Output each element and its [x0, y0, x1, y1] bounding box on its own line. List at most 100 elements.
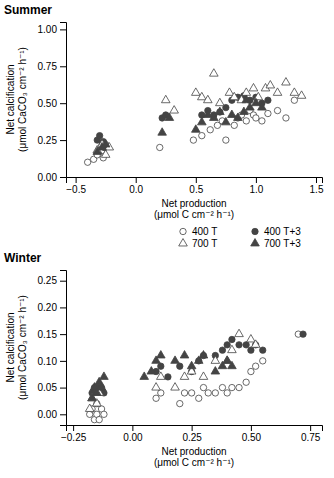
point	[229, 384, 235, 390]
y-axis-title-group: Net calcification(μmol CaCO₃ cm⁻² h⁻¹)	[5, 295, 28, 400]
point	[157, 351, 166, 358]
x-axis-tick: 0.00	[123, 425, 143, 443]
point	[224, 342, 230, 348]
y-axis-tick-label: 0.05	[38, 382, 58, 393]
point	[223, 137, 229, 143]
point	[158, 363, 164, 369]
point	[242, 95, 251, 102]
point	[223, 356, 232, 363]
point	[248, 368, 254, 374]
x-axis-tick-mark	[196, 177, 197, 183]
point	[274, 107, 280, 113]
y-axis-tick-mark	[60, 29, 66, 30]
point	[243, 342, 249, 348]
series	[84, 97, 297, 165]
legend-item: 700 T	[179, 238, 218, 249]
point	[236, 384, 242, 390]
x-axis-tick: 0.0	[129, 177, 143, 195]
y-axis-tick: 0.25	[38, 135, 66, 146]
series	[93, 69, 306, 158]
point	[147, 367, 156, 374]
point	[177, 363, 183, 369]
point	[152, 383, 161, 390]
y-axis-tick-mark	[60, 361, 66, 362]
point	[157, 372, 166, 379]
point	[171, 356, 180, 363]
y-axis-tick-mark	[60, 140, 66, 141]
x-axis-tick-label: 0.25	[182, 432, 202, 443]
x-axis-tick-mark	[136, 177, 137, 183]
point	[236, 342, 242, 348]
x-axis-tick: 0.5	[189, 177, 203, 195]
y-axis-tick-mark	[60, 388, 66, 389]
point	[216, 98, 225, 105]
point	[200, 384, 206, 390]
y-axis-tick-mark	[60, 281, 66, 282]
x-axis-line	[67, 178, 323, 184]
point	[253, 115, 259, 121]
y-axis-tick-label: 0.15	[38, 329, 58, 340]
point	[101, 411, 107, 417]
point	[153, 395, 159, 401]
legend-symbol	[251, 239, 260, 246]
x-axis-tick-mark	[251, 425, 252, 431]
point	[297, 91, 306, 98]
point	[97, 383, 106, 390]
y-axis-tick: 0.00	[38, 409, 66, 420]
point	[101, 150, 110, 157]
y-axis-line	[60, 23, 67, 178]
point	[157, 144, 163, 150]
x-axis: −0.250.000.250.500.75	[61, 425, 323, 443]
x-axis-tick-mark	[256, 177, 257, 183]
y-axis-title-group: Net calcification(μmol CaCO₃ cm⁻² h⁻¹)	[5, 47, 28, 152]
point	[165, 374, 171, 380]
y-axis-tick-mark	[60, 414, 66, 415]
point	[300, 331, 306, 337]
point	[101, 140, 110, 147]
plot-area	[85, 329, 306, 423]
y-axis-tick-label: 0.00	[38, 172, 58, 183]
point	[207, 127, 213, 133]
y-axis-tick: 0.75	[38, 61, 66, 72]
point	[283, 115, 289, 121]
point	[260, 347, 266, 353]
legend-item: 400 T	[180, 226, 218, 237]
point	[198, 92, 207, 99]
x-axis-title: Net production(μmol C cm⁻² h⁻¹)	[154, 198, 234, 220]
x-axis-tick-label: 0.00	[123, 432, 143, 443]
point	[243, 379, 249, 385]
y-axis-tick: 0.05	[38, 382, 66, 393]
x-axis-tick-label: 0.0	[129, 184, 143, 195]
chart: −0.50.00.51.01.50.000.250.500.751.00Summ…	[0, 0, 334, 478]
y-axis-tick-label: 0.10	[38, 356, 58, 367]
y-axis-line	[60, 271, 67, 426]
point	[188, 390, 194, 396]
point	[290, 88, 299, 95]
point	[205, 390, 211, 396]
point	[216, 107, 225, 114]
x-axis-tick: 0.25	[182, 425, 202, 443]
y-axis-title: Net calcification(μmol CaCO₃ cm⁻² h⁻¹)	[5, 47, 28, 152]
x-axis-line	[67, 426, 323, 432]
legend-label: 400 T+3	[264, 226, 301, 237]
point	[243, 118, 249, 124]
point	[225, 88, 234, 95]
x-axis-tick-label: 1.5	[310, 184, 324, 195]
point	[249, 83, 258, 90]
point	[204, 95, 213, 102]
y-axis-title: Net calcification(μmol CaCO₃ cm⁻² h⁻¹)	[5, 295, 28, 400]
point	[210, 69, 219, 76]
x-axis-tick-mark	[316, 177, 317, 183]
y-axis-tick-label: 0.25	[38, 135, 58, 146]
y-axis-tick-mark	[60, 66, 66, 67]
y-axis-tick-mark	[60, 177, 66, 178]
y-axis-tick-mark	[60, 307, 66, 308]
point	[228, 345, 237, 352]
x-axis-tick: −0.5	[66, 177, 86, 195]
series	[85, 329, 260, 411]
x-axis: −0.50.00.51.01.5	[66, 177, 324, 195]
point	[96, 132, 102, 138]
point	[158, 390, 164, 396]
y-axis: 0.000.250.500.751.00	[38, 23, 67, 183]
point	[265, 97, 271, 103]
